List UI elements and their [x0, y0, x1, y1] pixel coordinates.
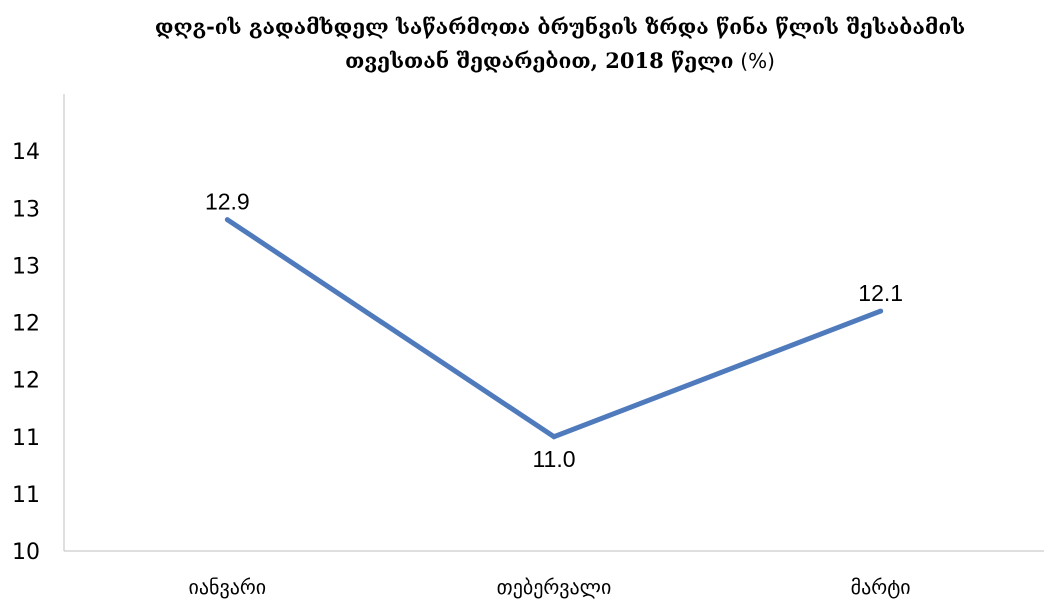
y-tick-label: 14: [12, 140, 40, 165]
data-labels: 12.9 11.0 12.1: [205, 189, 903, 472]
y-axis-ticks: 10 11 11 12 12 13 13 14: [12, 140, 40, 565]
data-label: 12.9: [205, 189, 250, 215]
series-line: [225, 217, 882, 440]
chart-title-text: დღგ-ის გადამხდელ საწარმოთა ბრუნვის ზრდა …: [154, 14, 966, 73]
chart-title: დღგ-ის გადამხდელ საწარმოთა ბრუნვის ზრდა …: [120, 10, 1000, 78]
data-label: 11.0: [532, 446, 575, 472]
y-tick-label: 12: [12, 312, 40, 337]
x-category-label: თებერვალი: [497, 575, 612, 599]
y-tick-label: 11: [12, 426, 40, 451]
chart-title-unit: (%): [740, 49, 775, 73]
y-tick-label: 13: [12, 254, 40, 279]
y-tick-label: 11: [12, 483, 40, 508]
x-axis-labels: იანვარი თებერვალი მარტი: [189, 575, 911, 599]
data-point: [224, 217, 230, 223]
x-category-label: მარტი: [851, 575, 911, 599]
y-tick-label: 13: [12, 197, 40, 222]
y-tick-label: 10: [12, 540, 40, 565]
x-category-label: იანვარი: [189, 575, 267, 599]
series-group: [224, 217, 884, 440]
data-point: [878, 308, 884, 314]
data-point: [551, 434, 557, 440]
y-tick-label: 12: [12, 369, 40, 394]
data-label: 12.1: [858, 280, 903, 306]
